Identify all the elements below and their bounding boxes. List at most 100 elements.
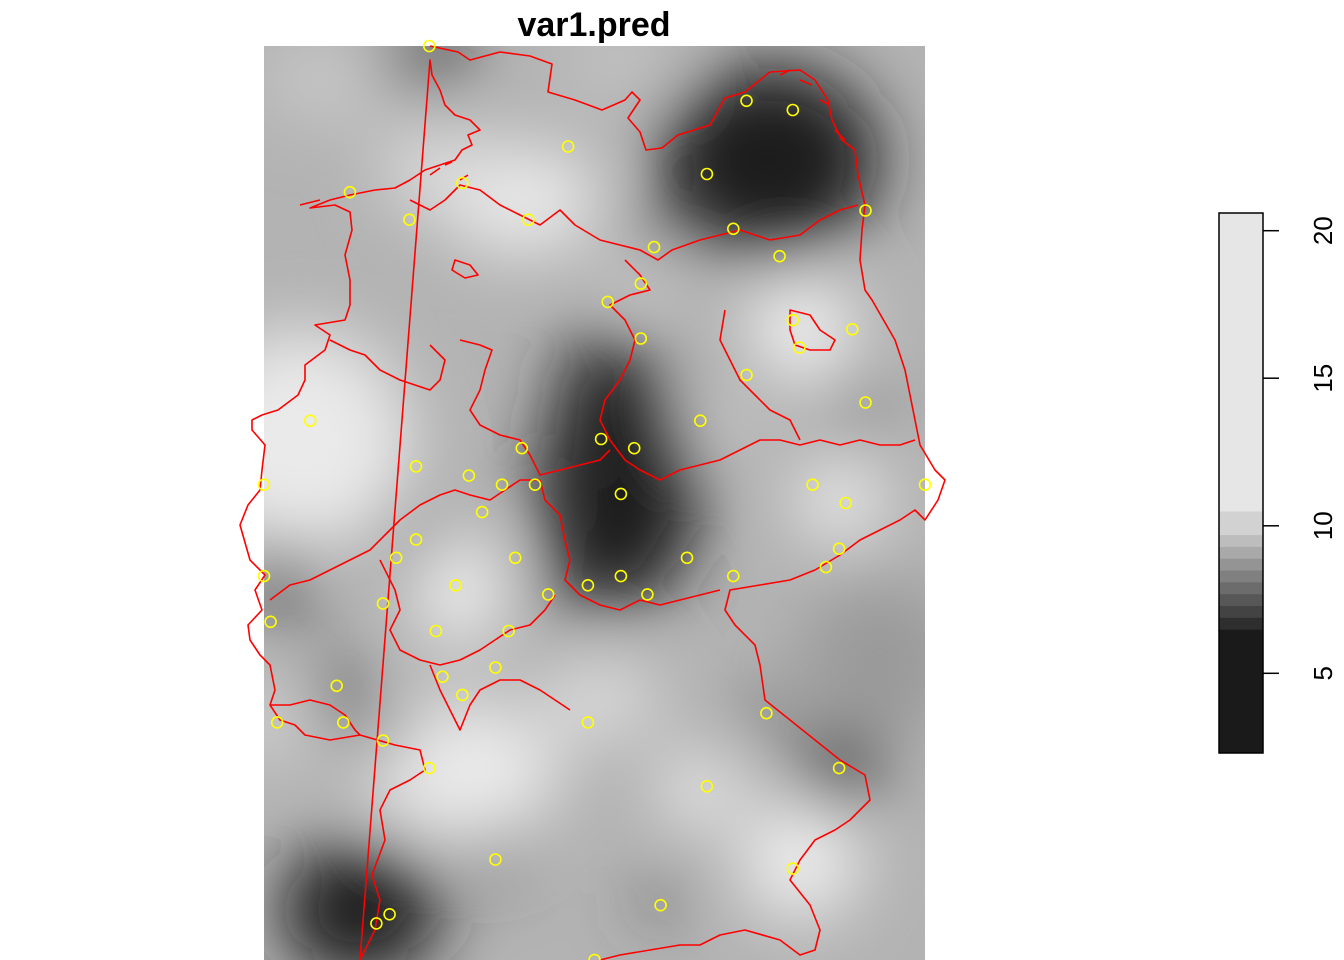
legend-band bbox=[1219, 617, 1263, 630]
station-point bbox=[773, 249, 786, 263]
legend-colorbar: 5 10 15 20 bbox=[1218, 212, 1338, 754]
station-point bbox=[429, 624, 443, 638]
station-point bbox=[522, 213, 535, 226]
station-point bbox=[330, 679, 344, 693]
station-point bbox=[495, 478, 509, 492]
legend-band bbox=[1219, 570, 1263, 583]
station-point bbox=[303, 414, 317, 428]
state-lines-middle bbox=[329, 339, 611, 476]
station-point bbox=[376, 734, 390, 747]
legend-band bbox=[1219, 581, 1263, 595]
station-point bbox=[475, 505, 489, 519]
state-lines-west bbox=[269, 479, 721, 611]
station-point bbox=[740, 368, 753, 382]
station-point bbox=[786, 313, 800, 327]
station-point bbox=[634, 332, 648, 345]
station-point bbox=[693, 414, 707, 428]
station-point bbox=[581, 716, 595, 729]
station-point bbox=[264, 615, 277, 629]
station-point bbox=[859, 204, 872, 217]
station-point bbox=[409, 460, 423, 473]
legend-band bbox=[1219, 511, 1263, 536]
station-point bbox=[588, 953, 601, 960]
legend-tick-label: 5 bbox=[1308, 666, 1338, 680]
station-point bbox=[918, 478, 932, 492]
station-point bbox=[845, 322, 859, 336]
legend-tick-label: 10 bbox=[1308, 511, 1338, 540]
station-point bbox=[614, 487, 628, 501]
station-point bbox=[502, 624, 515, 638]
station-point bbox=[832, 542, 846, 556]
legend-frame bbox=[1218, 212, 1264, 754]
station-point bbox=[409, 533, 423, 546]
station-point bbox=[700, 167, 714, 181]
legend-axis: 5 10 15 20 bbox=[1263, 216, 1338, 681]
station-point bbox=[594, 432, 608, 446]
station-point bbox=[455, 176, 469, 190]
state-lines-north bbox=[409, 184, 859, 261]
legend-band bbox=[1219, 213, 1263, 512]
station-point bbox=[627, 441, 641, 455]
station-point bbox=[786, 103, 800, 117]
station-point bbox=[806, 478, 819, 492]
station-point bbox=[614, 569, 628, 583]
legend-band bbox=[1219, 558, 1263, 571]
legend-band bbox=[1219, 605, 1263, 618]
station-point bbox=[489, 853, 502, 866]
legend-band bbox=[1219, 534, 1263, 547]
station-point bbox=[422, 761, 436, 775]
legend-band bbox=[1219, 546, 1263, 559]
station-point bbox=[561, 140, 575, 153]
station-point bbox=[449, 578, 463, 592]
station-point bbox=[508, 551, 522, 565]
legend-band bbox=[1219, 629, 1263, 754]
legend-color-bands bbox=[1219, 213, 1263, 754]
station-point bbox=[422, 39, 436, 53]
station-point bbox=[760, 706, 773, 720]
region-boundaries bbox=[239, 45, 946, 960]
station-point bbox=[839, 496, 853, 510]
station-point bbox=[376, 597, 390, 610]
state-lines-south bbox=[379, 559, 571, 731]
station-point bbox=[528, 478, 542, 492]
station-point bbox=[257, 569, 271, 583]
station-point bbox=[726, 569, 740, 583]
state-lines-center bbox=[599, 259, 916, 481]
station-point bbox=[257, 478, 271, 492]
station-point bbox=[832, 761, 846, 775]
station-point bbox=[641, 588, 654, 601]
station-point bbox=[654, 898, 667, 912]
station-point bbox=[343, 185, 357, 199]
station-point bbox=[634, 277, 648, 290]
station-point bbox=[489, 661, 502, 674]
station-point bbox=[383, 907, 396, 921]
station-point bbox=[581, 578, 595, 592]
station-point bbox=[793, 341, 806, 354]
station-point bbox=[455, 688, 469, 702]
station-point bbox=[541, 588, 555, 601]
station-point bbox=[680, 551, 694, 565]
station-point bbox=[601, 295, 615, 309]
station-point bbox=[370, 917, 383, 930]
station-point bbox=[786, 862, 800, 875]
station-point bbox=[403, 213, 416, 226]
station-point bbox=[515, 441, 529, 455]
station-point bbox=[436, 670, 449, 684]
station-point bbox=[647, 240, 661, 254]
station-point bbox=[336, 716, 350, 729]
station-point bbox=[462, 469, 476, 482]
station-point bbox=[700, 779, 714, 793]
country-outline bbox=[239, 45, 946, 960]
state-lines-east bbox=[719, 309, 836, 441]
station-point bbox=[819, 560, 833, 574]
station-point bbox=[389, 551, 403, 565]
station-point bbox=[859, 396, 872, 409]
legend-tick-label: 15 bbox=[1308, 364, 1338, 393]
station-points bbox=[257, 39, 932, 960]
legend-band bbox=[1219, 593, 1263, 606]
prediction-surface bbox=[264, 46, 925, 960]
plot-title: var1.pred bbox=[517, 6, 670, 44]
station-point bbox=[726, 222, 740, 236]
station-point bbox=[740, 94, 753, 108]
